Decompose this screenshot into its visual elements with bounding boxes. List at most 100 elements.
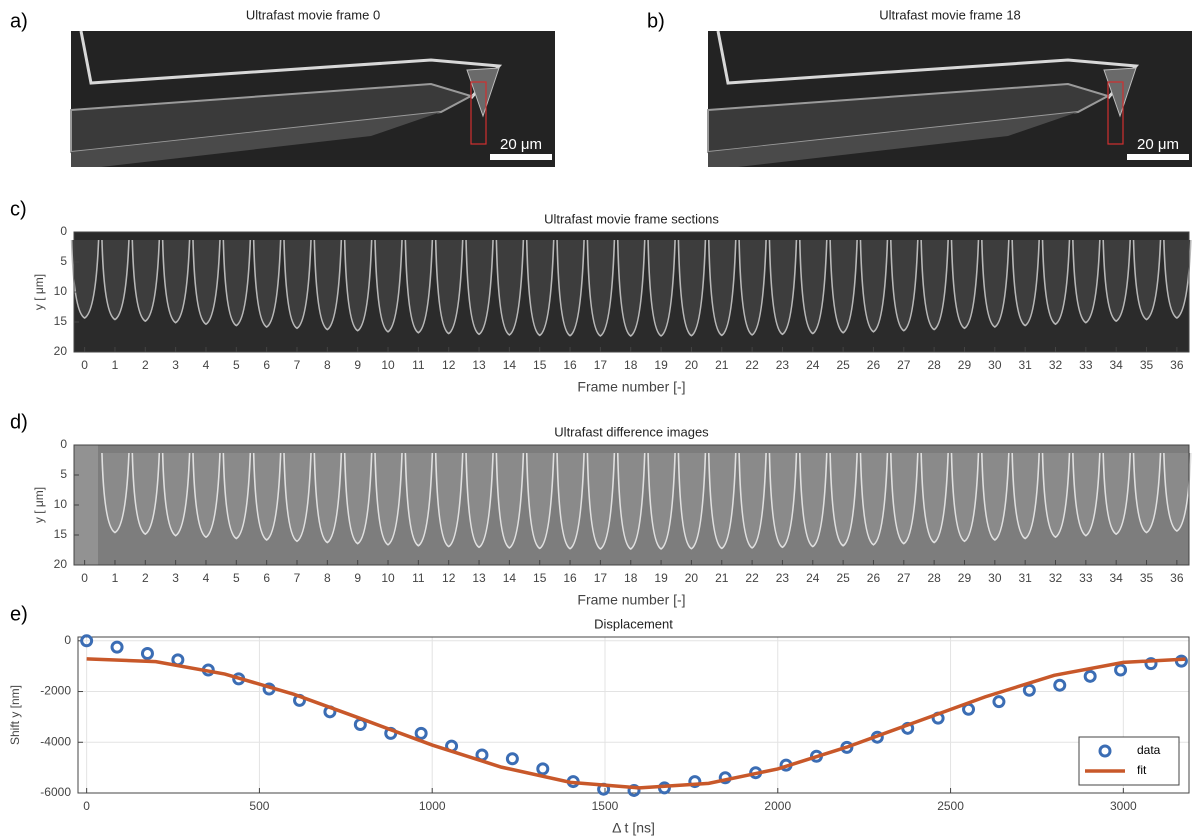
tip-section — [859, 239, 889, 333]
tip-section — [343, 452, 373, 545]
x-tick-label: 23 — [776, 571, 790, 585]
x-tick-label: 6 — [263, 358, 270, 372]
sem-image: 20 μm — [707, 30, 1192, 167]
x-tick-label: 34 — [1110, 571, 1124, 585]
y-tick-label: 0 — [60, 224, 67, 238]
x-tick-label: 26 — [867, 358, 881, 372]
tip-section — [981, 452, 1010, 541]
tip-section — [101, 452, 130, 534]
data-point — [688, 775, 702, 789]
x-tick-label: 36 — [1170, 571, 1184, 585]
x-tick-label: 19 — [654, 358, 668, 372]
tip-section — [950, 239, 980, 330]
tip-section — [586, 239, 616, 337]
tip-section — [616, 239, 646, 337]
tip-section — [677, 452, 707, 550]
data-point — [1053, 678, 1067, 692]
y-tick-label: 15 — [54, 527, 68, 541]
y-tick-label: -4000 — [40, 734, 71, 748]
tip-section — [252, 239, 282, 328]
tip-section — [1132, 239, 1162, 321]
image-title: Ultrafast movie frame 0 — [246, 7, 380, 22]
tip-section — [890, 452, 919, 545]
x-tick-label: 35 — [1140, 571, 1154, 585]
y-tick-label: 20 — [54, 344, 68, 358]
data-point — [140, 646, 154, 660]
x-tick-label: 23 — [776, 358, 790, 372]
tip-section — [313, 452, 343, 544]
tip-section — [768, 452, 798, 549]
x-tick-label: 11 — [412, 571, 425, 585]
x-tick-label: 10 — [381, 571, 395, 585]
x-tick-label: 1500 — [592, 799, 619, 813]
y-tick-label: 5 — [60, 254, 67, 268]
tip-section — [586, 452, 616, 550]
x-tick-label: 31 — [1018, 358, 1032, 372]
x-tick-label: 29 — [958, 571, 972, 585]
x-tick-label: 2000 — [764, 799, 791, 813]
x-tick-label: 2 — [142, 358, 149, 372]
data-point — [110, 640, 124, 654]
tip-section — [313, 239, 343, 331]
x-tick-label: 31 — [1018, 571, 1032, 585]
x-tick-label: 4 — [203, 358, 210, 372]
chart-title: Ultrafast movie frame sections — [544, 211, 719, 226]
y-axis-label: y [ μm] — [32, 487, 46, 523]
x-tick-label: 1 — [112, 571, 119, 585]
tip-section — [768, 239, 798, 336]
x-tick-label: 27 — [897, 571, 911, 585]
x-tick-label: 7 — [294, 358, 301, 372]
x-tick-label: 3 — [172, 358, 179, 372]
x-tick-label: 35 — [1140, 358, 1154, 372]
tip — [466, 67, 500, 118]
x-tick-label: 20 — [685, 358, 699, 372]
x-tick-label: 2 — [142, 571, 149, 585]
x-tick-label: 9 — [354, 571, 361, 585]
tip-section — [283, 452, 312, 543]
x-tick-label: 21 — [715, 571, 729, 585]
x-tick-label: 17 — [594, 358, 608, 372]
tip-section — [950, 452, 980, 543]
roi — [1107, 81, 1124, 145]
tip-section — [738, 452, 767, 549]
x-tick-label: 10 — [381, 358, 395, 372]
tip-section — [707, 239, 737, 337]
x-tick-label: 32 — [1049, 358, 1063, 372]
data-point — [992, 695, 1006, 709]
x-tick-label: 13 — [472, 358, 486, 372]
tip-section — [131, 239, 161, 323]
tip-section — [798, 452, 828, 548]
tip-section — [707, 452, 737, 550]
x-tick-label: 16 — [563, 358, 577, 372]
x-tick-label: 33 — [1079, 571, 1093, 585]
x-tick-label: 33 — [1079, 358, 1093, 372]
tip-section — [1011, 452, 1040, 540]
x-tick-label: 12 — [442, 358, 456, 372]
tip-section — [1072, 452, 1101, 537]
panel-label: b) — [647, 10, 665, 32]
y-tick-label: 10 — [54, 284, 68, 298]
panel-label: e) — [10, 603, 28, 625]
x-tick-label: 15 — [533, 358, 547, 372]
x-tick-label: 28 — [927, 358, 941, 372]
chart-title: Displacement — [594, 616, 673, 631]
y-tick-label: 20 — [54, 557, 68, 571]
tip-section — [1102, 452, 1131, 536]
y-tick-label: -6000 — [40, 785, 71, 799]
plot-frame — [77, 636, 1190, 794]
x-tick-label: 8 — [324, 358, 331, 372]
x-tick-label: 14 — [503, 571, 517, 585]
x-tick-label: 0 — [83, 799, 90, 813]
tip-section — [556, 239, 585, 337]
y-tick-label: -2000 — [40, 684, 71, 698]
tip-section — [920, 239, 949, 331]
x-tick-label: 15 — [533, 571, 547, 585]
fit-line — [86, 657, 1186, 790]
tip-section — [161, 239, 191, 324]
x-tick-label: 4 — [203, 571, 210, 585]
x-tick-label: 20 — [685, 571, 699, 585]
x-tick-label: 5 — [233, 358, 240, 372]
x-tick-label: 14 — [503, 358, 517, 372]
tip-section — [465, 239, 494, 336]
data-point — [536, 762, 550, 776]
